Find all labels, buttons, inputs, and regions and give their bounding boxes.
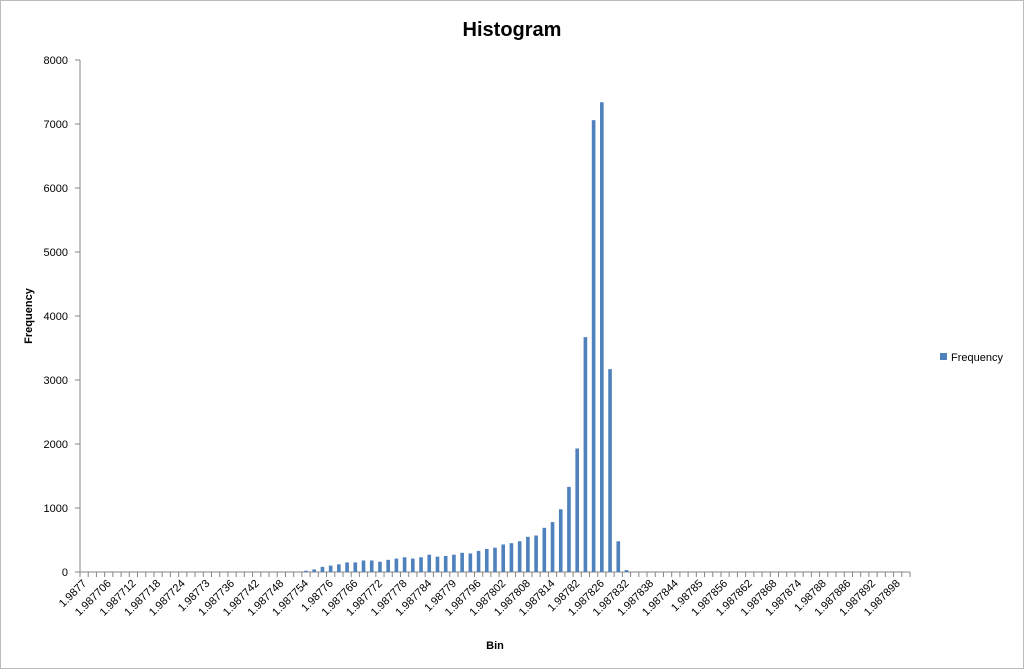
y-tick-label: 1000 [44, 503, 68, 515]
y-tick-label: 7000 [44, 119, 68, 131]
bar [353, 562, 358, 572]
y-tick-label: 4000 [44, 311, 68, 323]
bar [435, 556, 440, 572]
bar [320, 566, 325, 572]
bar [361, 560, 366, 572]
x-axis-label: Bin [486, 640, 504, 652]
bar [402, 557, 407, 572]
legend-label: Frequency [951, 352, 1003, 364]
y-tick-label: 6000 [44, 183, 68, 195]
bar [567, 486, 571, 572]
bar [411, 558, 415, 572]
bar [304, 570, 308, 572]
bar [542, 527, 547, 572]
chart-title: Histogram [463, 19, 562, 41]
bar [501, 544, 506, 572]
bar [460, 552, 464, 572]
bar [394, 558, 399, 572]
bar [443, 556, 448, 572]
bar [591, 120, 596, 572]
y-axis-label: Frequency [23, 287, 35, 344]
bar [419, 557, 423, 572]
bar [583, 337, 588, 572]
bar [608, 369, 612, 572]
y-tick-label: 3000 [44, 375, 68, 387]
bar [534, 535, 538, 572]
bar [328, 565, 333, 572]
bar [386, 559, 390, 572]
bar [378, 561, 382, 572]
bar [476, 550, 481, 572]
bar [452, 554, 456, 572]
bar [427, 554, 432, 572]
bar [517, 541, 522, 572]
bar [575, 448, 579, 572]
bar [550, 522, 555, 572]
bar [624, 570, 629, 572]
y-tick-label: 5000 [44, 247, 68, 259]
legend-swatch [940, 353, 947, 360]
y-tick-label: 0 [62, 567, 68, 579]
bar [484, 548, 489, 572]
bar [312, 569, 317, 572]
bar [493, 547, 497, 572]
y-tick-label: 8000 [44, 55, 68, 67]
bar [369, 560, 374, 572]
bar [558, 509, 563, 572]
bar [468, 553, 473, 572]
bar [600, 102, 604, 573]
bar [526, 536, 530, 572]
bar [509, 543, 514, 572]
bar [616, 541, 621, 572]
y-tick-label: 2000 [44, 439, 68, 451]
bar [345, 562, 349, 572]
bar [337, 564, 341, 572]
